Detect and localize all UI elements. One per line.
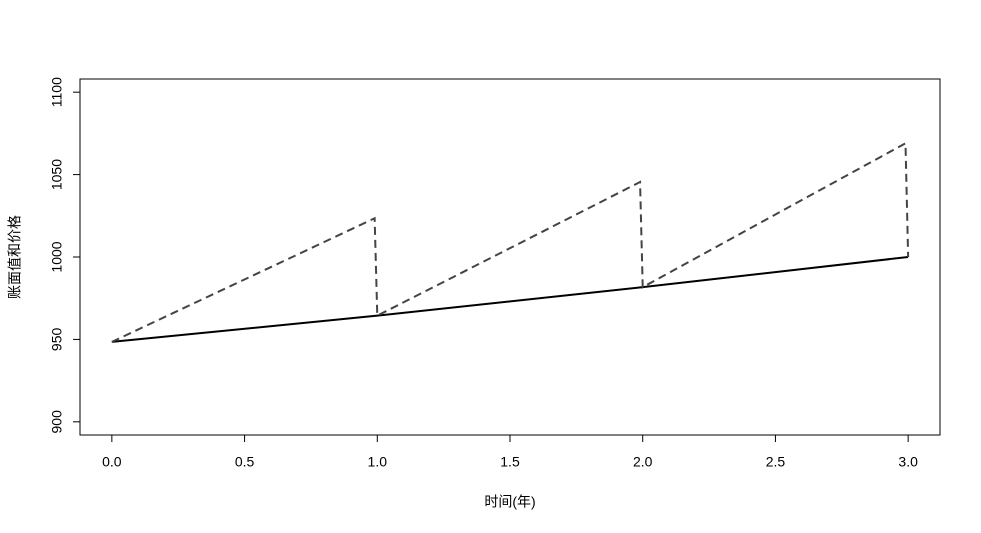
- y-tick-label: 900: [49, 410, 65, 434]
- series-line: [111, 141, 910, 343]
- y-tick-label: 1000: [49, 241, 65, 272]
- series-line: [111, 256, 909, 343]
- x-tick-label: 1.0: [368, 454, 388, 470]
- x-tick-label: 2.5: [766, 454, 786, 470]
- y-tick-label: 1050: [49, 159, 65, 190]
- y-axis-label: 账面值和价格: [7, 215, 23, 299]
- x-tick-label: 2.0: [633, 454, 653, 470]
- y-tick-label: 950: [49, 328, 65, 352]
- x-axis-label: 时间(年): [484, 494, 535, 510]
- x-tick-label: 1.5: [500, 454, 520, 470]
- x-tick-label: 0.5: [235, 454, 255, 470]
- plot-box: [79, 78, 941, 436]
- x-tick-label: 0.0: [102, 454, 122, 470]
- y-tick-label: 1100: [49, 77, 65, 107]
- x-tick-label: 3.0: [898, 454, 918, 470]
